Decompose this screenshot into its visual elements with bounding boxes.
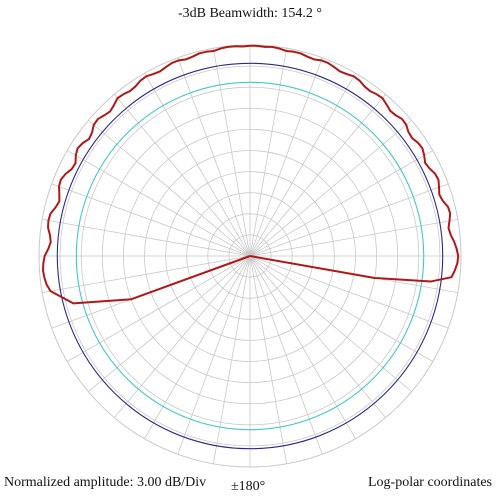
grid-ring	[123, 128, 377, 383]
radiation-pattern-series-0	[42, 44, 460, 305]
coordinate-system-label: Log-polar coordinates	[367, 475, 492, 490]
chart-title: -3dB Beamwidth: 154.2 °	[177, 6, 323, 21]
reference-rings	[56, 62, 444, 450]
polar-grid	[38, 44, 462, 468]
grid-ring	[80, 86, 420, 426]
outer-reference-ring	[56, 62, 444, 450]
grid-ring	[59, 65, 441, 447]
bottom-angle-label: ±180°	[231, 479, 266, 494]
series-layer	[42, 44, 460, 305]
grid-ring	[101, 107, 399, 405]
grid-ring	[207, 213, 293, 299]
amplitude-scale-label: Normalized amplitude: 3.00 dB/Div	[4, 475, 207, 490]
grid-ring	[228, 234, 272, 278]
grid-ring	[165, 171, 335, 341]
inner-reference-ring	[75, 81, 425, 431]
grid-ring	[186, 192, 314, 320]
grid-ring	[144, 150, 356, 362]
